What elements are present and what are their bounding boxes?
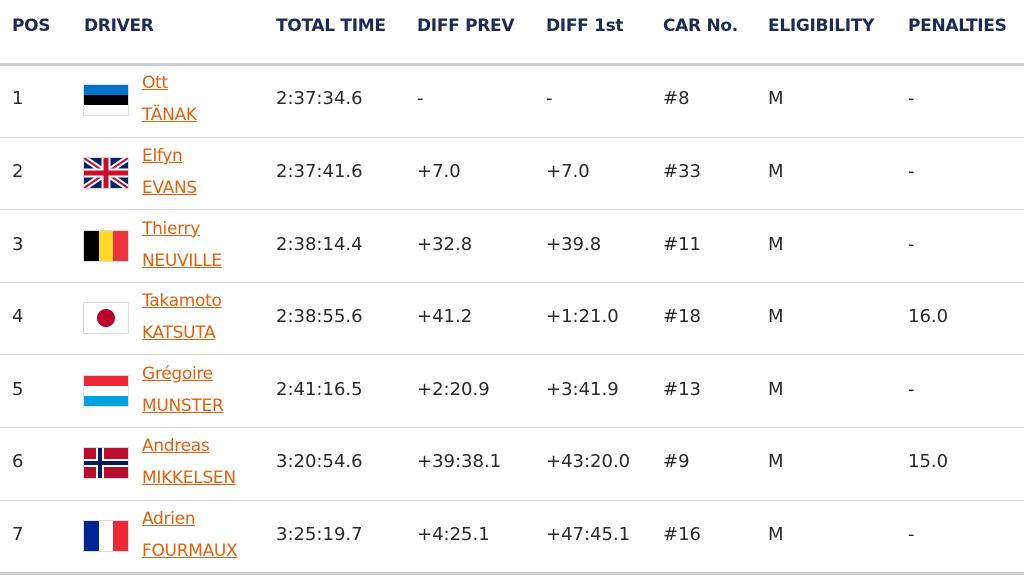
diff-prev: - — [417, 88, 424, 110]
diff-first: - — [546, 88, 553, 110]
eligibility: M — [768, 88, 784, 110]
total-time: 2:38:14.4 — [276, 233, 363, 255]
column-header: TOTAL TIME — [276, 16, 386, 36]
eligibility: M — [768, 523, 784, 545]
row-divider — [0, 572, 1024, 575]
position: 1 — [12, 88, 24, 110]
penalties: - — [908, 160, 915, 182]
diff-first: +39.8 — [546, 233, 602, 255]
country-flag — [84, 448, 128, 479]
penalties: 15.0 — [908, 451, 949, 473]
diff-prev: +32.8 — [417, 233, 473, 255]
diff-prev: +4:25.1 — [417, 523, 490, 545]
car: #16 — [663, 523, 701, 545]
position: 3 — [12, 233, 24, 255]
diff-prev: +41.2 — [417, 306, 473, 328]
diff-first: +1:21.0 — [546, 306, 619, 328]
flag-icon — [84, 520, 128, 551]
car: #9 — [663, 451, 690, 473]
eligibility: M — [768, 451, 784, 473]
driver-first-name[interactable]: Adrien — [142, 508, 196, 529]
eligibility: M — [768, 378, 784, 400]
position: 7 — [12, 523, 24, 545]
driver-last-name[interactable]: TÄNAK — [142, 105, 197, 126]
column-header: DRIVER — [84, 16, 154, 36]
column-header: DIFF 1st — [546, 16, 624, 36]
car: #18 — [663, 306, 701, 328]
column-header: CAR No. — [663, 16, 738, 36]
total-time: 2:37:34.6 — [276, 88, 363, 110]
driver-first-name[interactable]: Takamoto — [142, 291, 222, 312]
position: 6 — [12, 451, 24, 473]
driver-first-name[interactable]: Thierry — [142, 218, 200, 239]
diff-first: +43:20.0 — [546, 451, 631, 473]
total-time: 3:25:19.7 — [276, 523, 363, 545]
car: #13 — [663, 378, 701, 400]
column-header: ELIGIBILITY — [768, 16, 875, 36]
country-flag — [84, 85, 128, 116]
row-divider — [0, 137, 1024, 138]
row-divider — [0, 354, 1024, 355]
flag-icon — [84, 448, 128, 479]
country-flag — [82, 155, 130, 191]
flag-icon — [84, 230, 128, 261]
car: #33 — [663, 160, 701, 182]
column-header: PENALTIES — [908, 16, 1007, 36]
eligibility: M — [768, 160, 784, 182]
position: 5 — [12, 378, 24, 400]
driver-last-name[interactable]: FOURMAUX — [142, 540, 238, 561]
flag-icon — [82, 155, 130, 191]
column-header: POS — [12, 16, 51, 36]
driver-first-name[interactable]: Andreas — [142, 436, 210, 457]
row-divider — [0, 282, 1024, 283]
car: #11 — [663, 233, 701, 255]
diff-first: +7.0 — [546, 160, 590, 182]
diff-prev: +39:38.1 — [417, 451, 502, 473]
eligibility: M — [768, 233, 784, 255]
penalties: - — [908, 88, 915, 110]
penalties: - — [908, 378, 915, 400]
country-flag — [84, 230, 128, 261]
driver-first-name[interactable]: Elfyn — [142, 145, 183, 166]
row-divider — [0, 427, 1024, 428]
eligibility: M — [768, 306, 784, 328]
row-divider — [0, 209, 1024, 210]
driver-last-name[interactable]: MUNSTER — [142, 395, 224, 416]
country-flag — [84, 375, 128, 406]
country-flag — [84, 303, 128, 334]
penalties: 16.0 — [908, 306, 949, 328]
row-divider — [0, 500, 1024, 501]
diff-prev: +2:20.9 — [417, 378, 490, 400]
total-time: 2:37:41.6 — [276, 160, 363, 182]
flag-icon — [84, 85, 128, 116]
flag-icon — [84, 375, 128, 406]
total-time: 3:20:54.6 — [276, 451, 363, 473]
country-flag — [84, 520, 128, 551]
driver-last-name[interactable]: EVANS — [142, 177, 197, 198]
diff-first: +3:41.9 — [546, 378, 619, 400]
diff-prev: +7.0 — [417, 160, 461, 182]
position: 4 — [12, 306, 24, 328]
penalties: - — [908, 233, 915, 255]
car: #8 — [663, 88, 690, 110]
total-time: 2:38:55.6 — [276, 306, 363, 328]
driver-last-name[interactable]: KATSUTA — [142, 323, 216, 344]
column-header: DIFF PREV — [417, 16, 515, 36]
driver-first-name[interactable]: Ott — [142, 73, 168, 94]
position: 2 — [12, 160, 24, 182]
penalties: - — [908, 523, 915, 545]
diff-first: +47:45.1 — [546, 523, 631, 545]
driver-first-name[interactable]: Grégoire — [142, 363, 213, 384]
flag-icon — [84, 303, 128, 334]
header-divider — [0, 63, 1024, 66]
driver-last-name[interactable]: MIKKELSEN — [142, 468, 236, 489]
driver-last-name[interactable]: NEUVILLE — [142, 250, 222, 271]
total-time: 2:41:16.5 — [276, 378, 363, 400]
